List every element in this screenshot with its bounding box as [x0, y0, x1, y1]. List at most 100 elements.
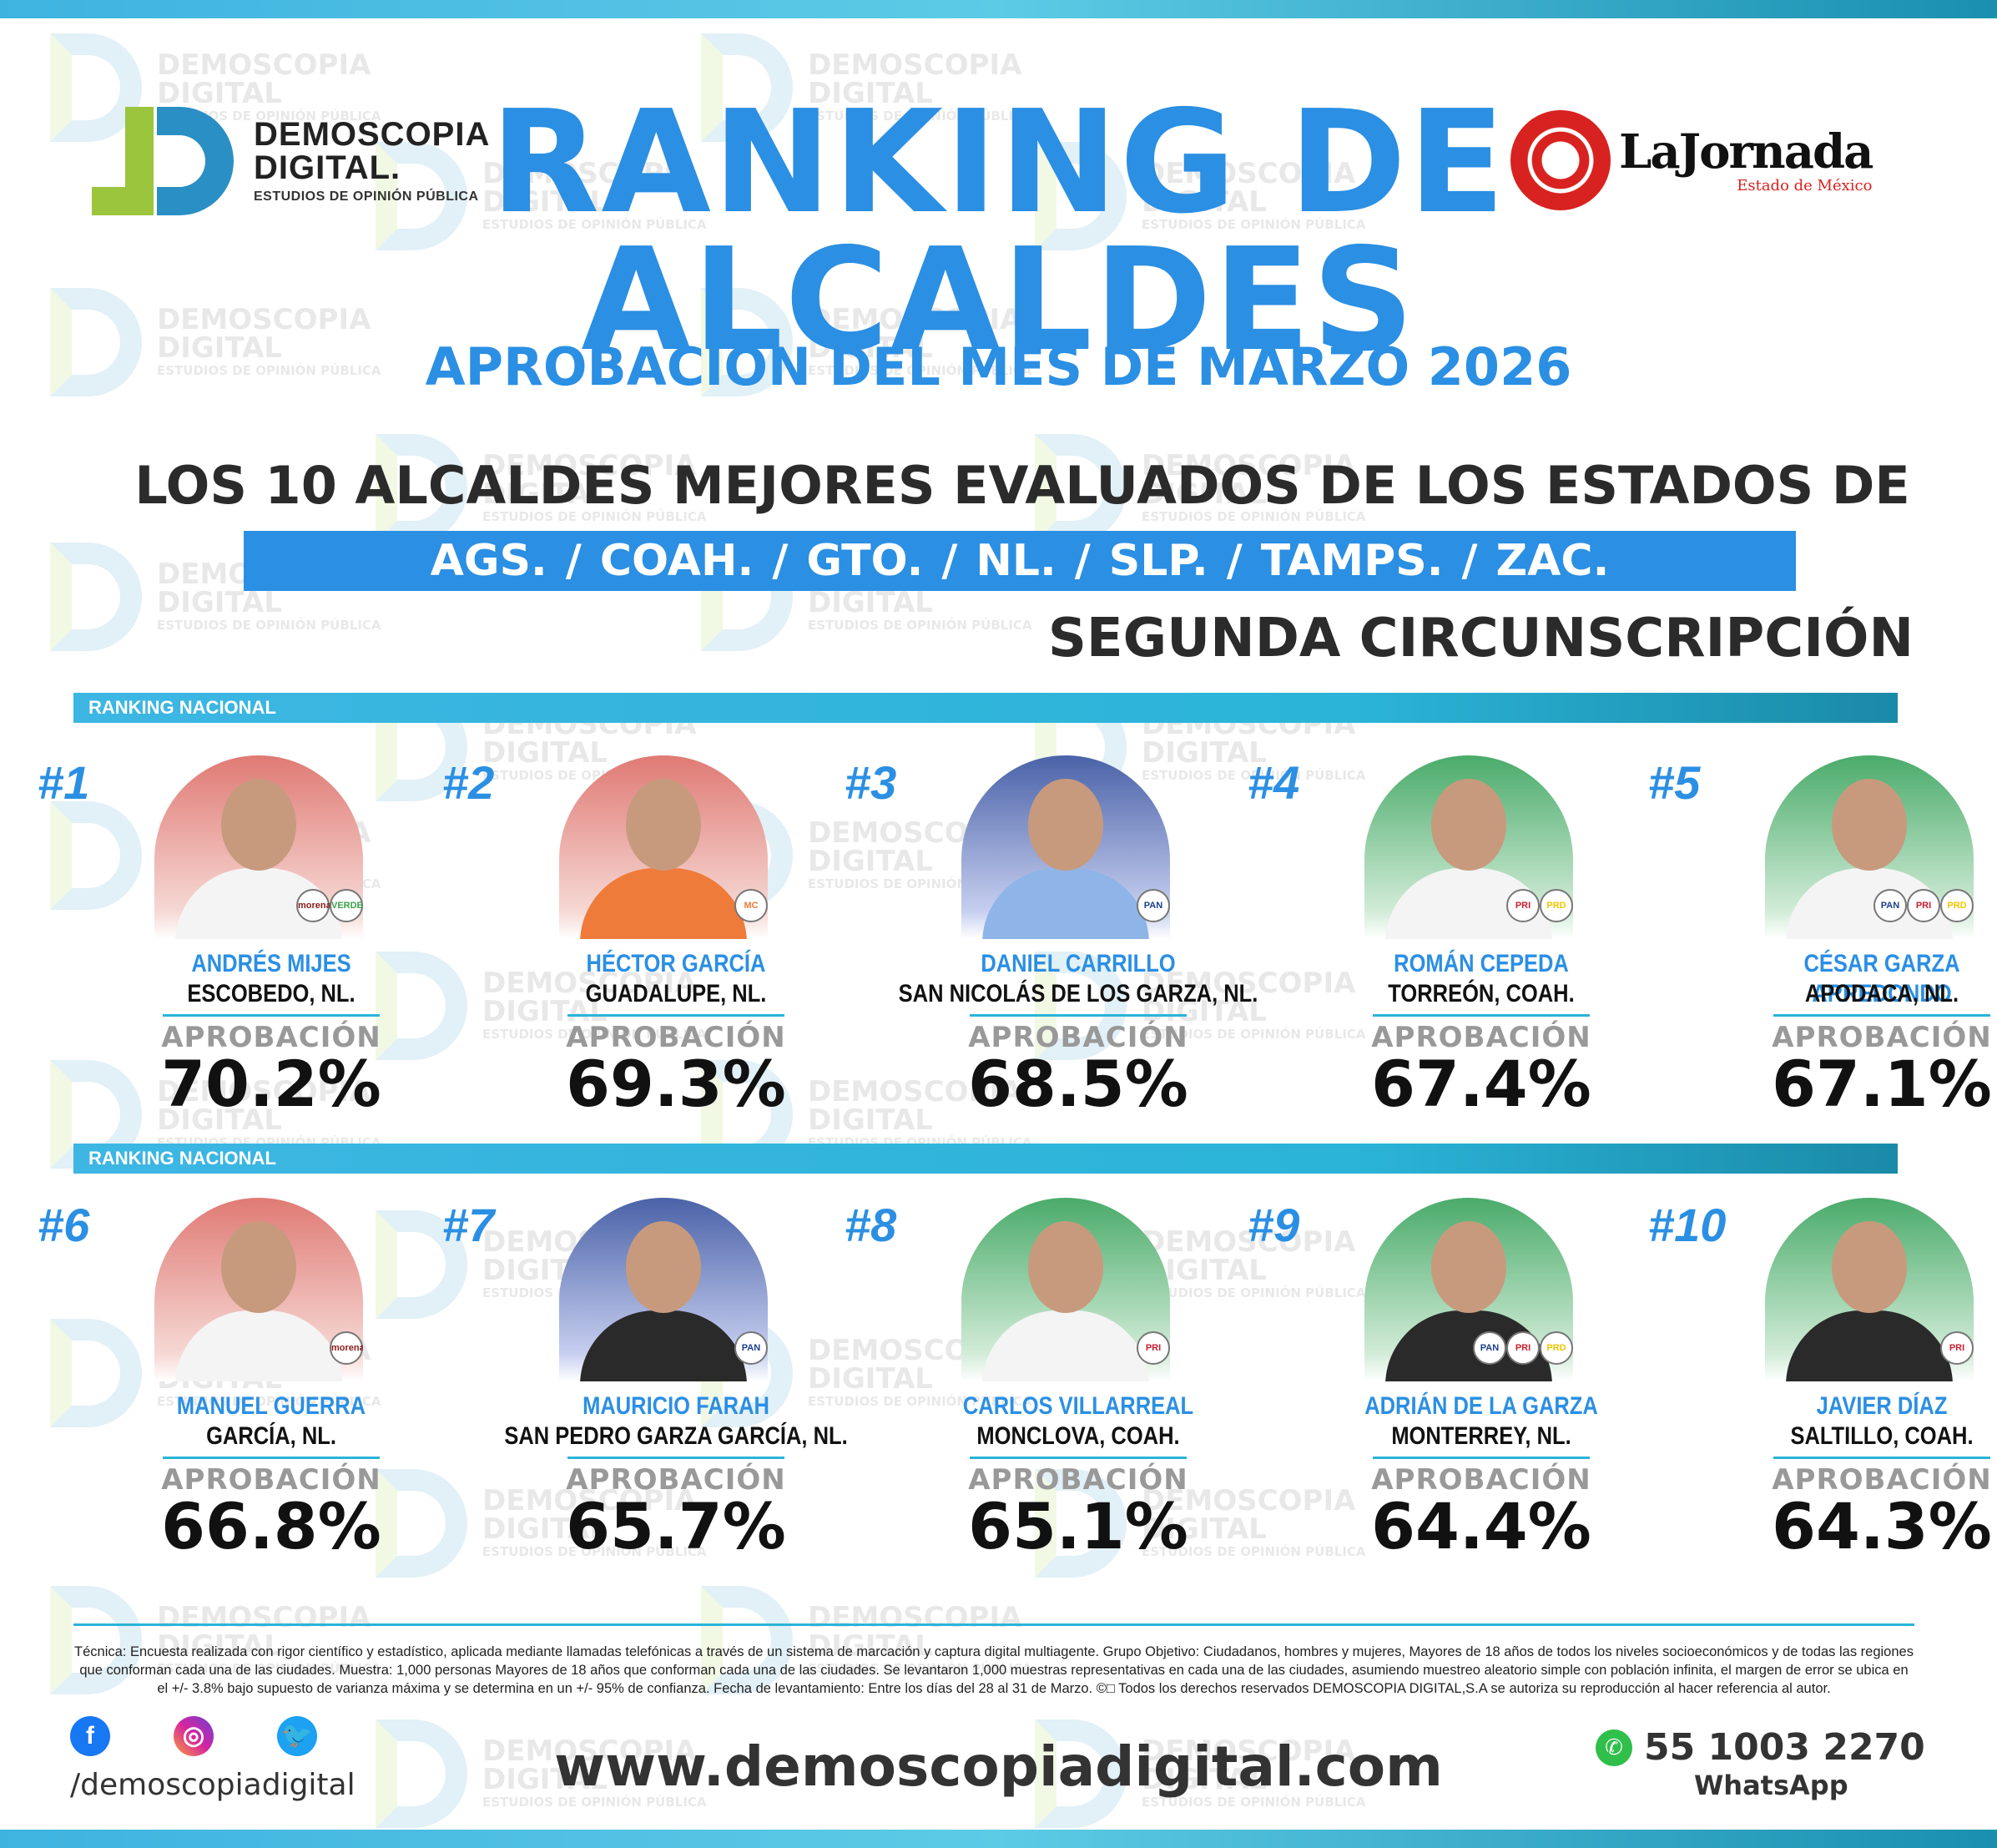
- party-badge-icon: PRI: [1137, 1331, 1170, 1365]
- approval-value: 67.1%: [1772, 1047, 1992, 1121]
- approval-label: APROBACIÓN: [566, 1463, 786, 1497]
- logo-line-2: DIGITAL.: [254, 149, 401, 186]
- mayor-card: #4 PRI PRD ROMÁN CEPEDA TORREÓN, COAH. AP…: [1248, 755, 1657, 1139]
- footer-divider: [73, 1623, 1914, 1626]
- instagram-icon[interactable]: ◎: [174, 1716, 214, 1756]
- ranking-bar-1: RANKING NACIONAL: [73, 693, 1898, 723]
- card-divider: [970, 1014, 1187, 1017]
- subtitle: APROBACIÓN DEL MES DE MARZO 2026: [425, 336, 1572, 397]
- rank-number: #4: [1248, 756, 1300, 809]
- approval-label: APROBACIÓN: [1772, 1021, 1992, 1054]
- state-separator: /: [565, 536, 582, 586]
- social-handle[interactable]: /demoscopiadigital: [70, 1768, 356, 1802]
- party-badge-icon: PAN: [1473, 1331, 1506, 1365]
- mayor-name: MANUEL GUERRA: [176, 1392, 366, 1420]
- approval-value: 67.4%: [1371, 1047, 1591, 1121]
- state-label: GTO.: [806, 536, 924, 586]
- twitter-icon[interactable]: 🐦: [277, 1716, 317, 1756]
- title-line-1: RANKING DE: [490, 80, 1507, 245]
- state-label: TAMPS.: [1260, 536, 1444, 586]
- mayor-city: TORREÓN, COAH.: [1388, 980, 1575, 1007]
- mayor-photo: morena VERDE: [154, 755, 363, 939]
- technical-note: Técnica: Encuesta realizada con rigor ci…: [74, 1644, 1914, 1696]
- mayor-name: ANDRÉS MIJES: [191, 950, 351, 977]
- mayor-name: ADRIÁN DE LA GARZA: [1364, 1392, 1598, 1420]
- card-divider: [163, 1457, 380, 1459]
- website-link[interactable]: www.demoscopiadigital.com: [554, 1734, 1443, 1799]
- mayor-city: MONTERREY, NL.: [1391, 1422, 1571, 1450]
- mayor-name: ROMÁN CEPEDA: [1394, 950, 1569, 977]
- rank-number: #9: [1248, 1199, 1300, 1251]
- facebook-icon[interactable]: f: [70, 1716, 110, 1756]
- top-accent-bar: [0, 0, 1997, 18]
- approval-value: 70.2%: [161, 1047, 381, 1121]
- approval-value: 65.7%: [566, 1489, 786, 1563]
- mayor-photo: PRI PRD: [1364, 755, 1573, 939]
- party-badge-icon: PRD: [1540, 889, 1573, 922]
- party-badge-icon: PRD: [1940, 889, 1974, 922]
- logo-text: DEMOSCOPIA DIGITAL. ESTUDIOS DE OPINIÓN …: [254, 118, 490, 204]
- approval-value: 69.3%: [566, 1047, 786, 1121]
- states-banner: AGS. / COAH. / GTO. / NL. / SLP. / TAMPS. / ZAC.: [244, 531, 1796, 591]
- approval-label: APROBACIÓN: [968, 1463, 1188, 1497]
- party-badge-icon: MC: [734, 889, 768, 922]
- logo-line-1: DEMOSCOPIA: [254, 116, 491, 153]
- mayor-photo: PAN PRI PRD: [1765, 755, 1974, 939]
- whatsapp-icon: ✆: [1596, 1729, 1632, 1766]
- heading-states: LOS 10 ALCALDES MEJORES EVALUADOS DE LOS…: [134, 455, 1910, 516]
- logo-tagline: ESTUDIOS DE OPINIÓN PÚBLICA: [254, 189, 479, 204]
- party-badge-icon: PRI: [1940, 1331, 1974, 1365]
- mayor-card: #8 PRI CARLOS VILLARREAL MONCLOVA, COAH.…: [845, 1198, 1253, 1582]
- rank-number: #5: [1648, 756, 1701, 809]
- whatsapp-label: WhatsApp: [1694, 1770, 1848, 1801]
- card-divider: [567, 1014, 784, 1017]
- rank-number: #2: [442, 756, 495, 809]
- state-label: SLP.: [1108, 536, 1208, 586]
- mayor-photo: PAN: [559, 1198, 768, 1381]
- approval-label: APROBACIÓN: [1371, 1463, 1591, 1497]
- approval-label: APROBACIÓN: [161, 1021, 381, 1054]
- logo-d-mark: [92, 107, 234, 215]
- la-jornada-logo[interactable]: LaJornada Estado de México: [1510, 110, 1873, 210]
- mayor-card: #7 PAN MAURICIO FARAH SAN PEDRO GARZA GA…: [442, 1198, 851, 1582]
- party-badge-icon: PRI: [1506, 1331, 1540, 1365]
- circumscription-label: SEGUNDA CIRCUNSCRIPCIÓN: [1047, 608, 1914, 669]
- mayor-city: SAN PEDRO GARZA GARCÍA, NL.: [504, 1422, 848, 1450]
- social-icons: f ◎ 🐦: [70, 1716, 317, 1756]
- mayor-name: MAURICIO FARAH: [582, 1392, 769, 1420]
- demoscopia-logo[interactable]: DEMOSCOPIA DIGITAL. ESTUDIOS DE OPINIÓN …: [92, 107, 490, 215]
- mayor-city: ESCOBEDO, NL.: [187, 980, 356, 1007]
- mayor-city: GARCÍA, NL.: [206, 1422, 336, 1450]
- state-label: AGS.: [430, 536, 547, 586]
- state-separator: /: [772, 536, 789, 586]
- party-badge-icon: PRD: [1540, 1331, 1573, 1365]
- approval-label: APROBACIÓN: [566, 1021, 786, 1054]
- party-badge-icon: PRI: [1907, 889, 1940, 922]
- mayor-city: SAN NICOLÁS DE LOS GARZA, NL.: [898, 980, 1258, 1007]
- state-separator: /: [1226, 536, 1243, 586]
- approval-value: 66.8%: [161, 1489, 381, 1563]
- card-divider: [163, 1014, 380, 1017]
- mayor-name: HÉCTOR GARCÍA: [586, 950, 766, 977]
- mayor-card: #1 morena VERDE ANDRÉS MIJES ESCOBEDO, NL…: [38, 755, 446, 1139]
- approval-label: APROBACIÓN: [968, 1021, 1188, 1054]
- mayor-city: GUADALUPE, NL.: [585, 980, 767, 1007]
- rank-number: #3: [845, 756, 897, 809]
- state-label: NL.: [976, 536, 1056, 586]
- party-badge-icon: PAN: [1137, 889, 1170, 922]
- party-badge-icon: morena: [296, 889, 331, 922]
- whatsapp-contact[interactable]: ✆ 55 1003 2270: [1596, 1726, 1925, 1769]
- rank-number: #1: [38, 756, 90, 809]
- card-divider: [1773, 1014, 1990, 1017]
- approval-label: APROBACIÓN: [161, 1463, 381, 1497]
- rank-number: #8: [845, 1199, 897, 1251]
- sun-icon: [1510, 110, 1611, 210]
- mayor-photo: morena: [154, 1198, 363, 1381]
